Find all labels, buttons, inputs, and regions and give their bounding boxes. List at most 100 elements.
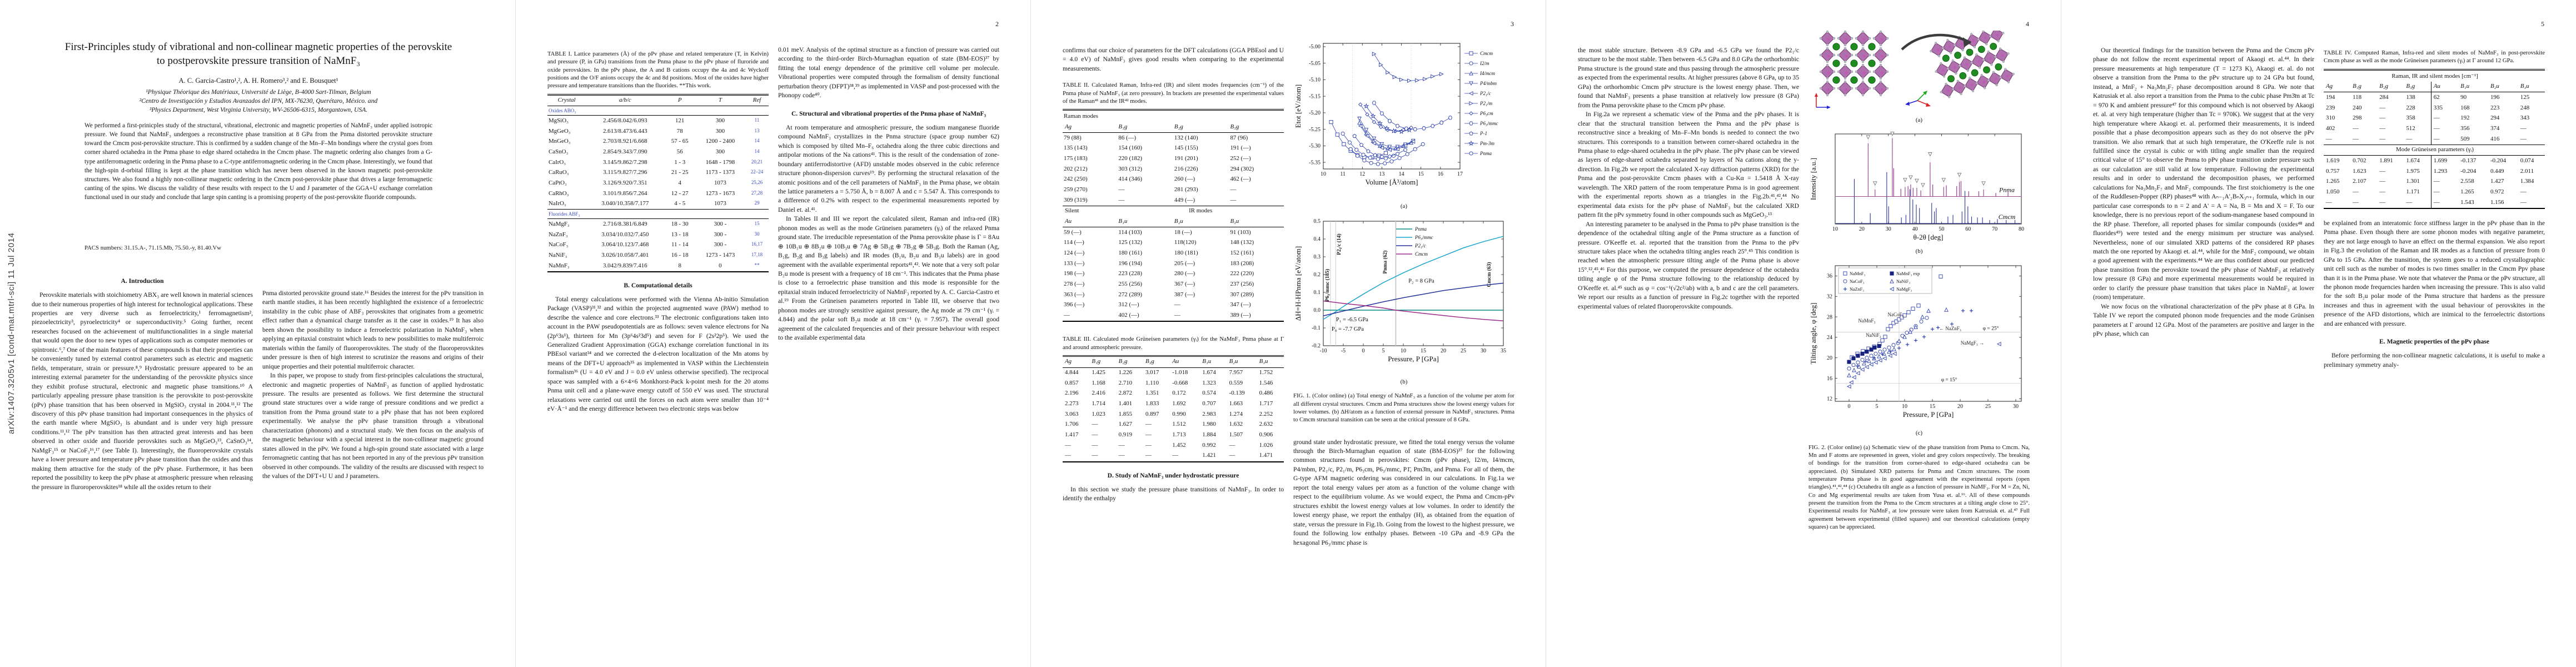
table-cell: 280 (—) <box>1174 270 1195 277</box>
table-row: — 402 (—) — 389 (—) <box>1063 311 1284 322</box>
table-cell: — <box>2379 188 2386 196</box>
table-cell: 56 <box>676 148 683 155</box>
axis-triad-left <box>1815 93 1831 109</box>
table-cell: 2.456/8.042/6.093 <box>603 117 647 124</box>
fig1b-sublabel: (b) <box>1400 378 1408 385</box>
table-cell: — <box>1092 421 1098 428</box>
table-cell: 2.703/8.921/6.668 <box>603 138 647 145</box>
table-cell: 1 - 3 <box>674 158 686 166</box>
page5-left-text: Our theoretical findings for the transit… <box>2093 46 2314 339</box>
table-cell: 1.975 <box>2404 166 2431 177</box>
table-cell: — <box>1118 196 1125 203</box>
table-cell: 3.063 <box>1065 410 1079 417</box>
paragraph: In this paper, we propose to study from … <box>262 372 484 480</box>
table-cell: 1273 - 1473 <box>705 251 735 258</box>
page-5: 5 Our theoretical findings for the trans… <box>2061 0 2576 667</box>
table4-ppv-modes: Raman, IR and silent modes [cm⁻¹] Ag B₁g … <box>2324 68 2545 209</box>
table-row: CaPtO₃ 3.126/9.920/7.351 4 1073 25,26 <box>547 178 769 188</box>
table-cell: 1.351 <box>1145 390 1159 397</box>
svg-text:Pm-3m: Pm-3m <box>1479 141 1494 146</box>
table-cell: — <box>2520 198 2527 206</box>
table-row: 278 (—) 255 (256) 367 (—) 237 (256) <box>1063 280 1284 290</box>
table-cell: 248 <box>2520 104 2530 111</box>
svg-text:-0.2: -0.2 <box>1312 343 1321 349</box>
table-cell: 1.293 <box>2433 167 2448 175</box>
table-cell: 0.857 <box>1065 379 1079 386</box>
table-cell: 462 (—) <box>1230 176 1251 183</box>
table-cell: 1.543 <box>2460 198 2474 206</box>
svg-text:0: 0 <box>1848 404 1851 410</box>
table-cell: 1.884 <box>1202 431 1216 439</box>
fig2b-sublabel: (b) <box>1915 247 1923 255</box>
table-cell: — <box>1230 196 1237 203</box>
table-row: MnGeO₃ 2.703/8.921/6.668 57 - 65 1200 - 240… <box>547 137 769 147</box>
table-row: NaZnF₃ 3.034/10.032/7.450 13 - 18 300 - 30 <box>547 230 769 240</box>
svg-text:φ = 15°: φ = 15° <box>1941 377 1957 383</box>
table-cell: — <box>2353 188 2359 196</box>
table-cell: — <box>1229 452 1235 459</box>
svg-text:0: 0 <box>1362 348 1365 354</box>
table-cell: 15 <box>754 220 760 226</box>
svg-text:P2₁/c: P2₁/c <box>1414 243 1426 248</box>
fig2c-sublabel: (c) <box>1915 430 1923 437</box>
table-cell: 1.427 <box>2490 178 2504 185</box>
svg-text:NaMgF₃: NaMgF₃ <box>1896 287 1912 292</box>
svg-text:0.5: 0.5 <box>1314 218 1321 225</box>
table-cell: — <box>1064 312 1070 319</box>
table-cell: MgSiO₃ <box>549 117 569 124</box>
page2-right-top-text: 0.01 meV. Analysis of the optimal struct… <box>778 46 999 101</box>
svg-text:I2/m: I2/m <box>1479 61 1489 66</box>
table-cell: 367 (—) <box>1174 281 1195 288</box>
svg-text:12: 12 <box>1359 171 1365 177</box>
table-cell: 132 (140) <box>1174 134 1198 141</box>
paragraph: An interesting parameter to be analysed … <box>1578 220 1799 310</box>
page2-right-column: 0.01 meV. Analysis of the optimal struct… <box>778 46 999 343</box>
table-cell: 78 <box>676 127 683 135</box>
page-3: 3 confirms that our choice of parameters… <box>1030 0 1546 667</box>
table-row: CaIrO₃ 3.145/9.862/7.298 1 - 3 1648 - 1798 2… <box>547 157 769 168</box>
table-cell: — <box>2326 135 2332 142</box>
table-cell: 0.972 <box>2490 188 2504 196</box>
table-row: CaSnO₃ 2.854/9.343/7.090 56 300 14 <box>547 147 769 157</box>
page1-left-text: Perovskite materials with stoichiometry … <box>32 291 253 492</box>
table-cell: 3.126/9.920/7.351 <box>603 179 647 186</box>
table-cell: 2.273 <box>1065 400 1079 407</box>
table3-caption: TABLE III. Calculated mode Grüneisen par… <box>1063 336 1284 351</box>
table-cell: 114 (—) <box>1064 239 1084 246</box>
table-cell: — <box>2404 134 2431 145</box>
paragraph: We now focus on the vibrational characte… <box>2093 302 2314 338</box>
table-cell: ** <box>754 262 760 268</box>
table-row: NaMnF₃ 3.042/9.839/7.416 8 0 ** <box>547 261 769 272</box>
svg-text:20: 20 <box>1827 355 1832 361</box>
table-cell: 59 (—) <box>1064 228 1082 236</box>
col-header: Crystal <box>547 94 586 107</box>
section-a-heading: A. Introduction <box>121 277 164 285</box>
svg-text:NaMnF₃ exp: NaMnF₃ exp <box>1896 271 1920 276</box>
table-cell: 25,26 <box>751 179 763 185</box>
table-row: 202 (212) 303 (312) 216 (226) 294 (302) <box>1063 164 1284 175</box>
table-cell: 1073 <box>714 179 726 186</box>
table-cell: — <box>1145 421 1152 428</box>
table-cell: 21 - 25 <box>671 169 689 176</box>
table-cell: — <box>2353 198 2359 206</box>
table-cell: 310 <box>2326 115 2335 122</box>
svg-text:-5.35: -5.35 <box>1309 160 1321 166</box>
table-cell: 1.891 <box>2379 157 2393 165</box>
table-cell: 0.449 <box>2490 167 2504 175</box>
table-cell: MgGeO₃ <box>549 127 571 135</box>
svg-text:36: 36 <box>1827 273 1832 280</box>
table-cell: 0 <box>719 262 722 269</box>
svg-text:16: 16 <box>1827 376 1832 382</box>
table-cell: 2.416 <box>1092 390 1105 397</box>
svg-text:P4/mbm: P4/mbm <box>1479 81 1497 86</box>
table-row: 124 (—) 180 (161) 180 (181) 152 (161) <box>1063 248 1284 258</box>
table-cell: 118 <box>2353 94 2362 101</box>
authors: A. C. Garcia-Castro¹,², A. H. Romero³,² … <box>178 77 338 84</box>
table4-gruneisen-rows: 1.619 0.702 1.891 1.674 1.699 -0.137 -0.204 0.0… <box>2324 155 2545 208</box>
table-row: 310 298—358—192 294 343 <box>2324 113 2545 124</box>
table-cell: 124 (—) <box>1064 250 1085 257</box>
table-cell: — <box>1118 186 1125 193</box>
table-cell: CaRuO₃ <box>549 169 569 176</box>
table-row: 242 (250) 414 (346) 260 (—) 462 (—) <box>1063 175 1284 185</box>
table-cell: — <box>2433 188 2440 196</box>
